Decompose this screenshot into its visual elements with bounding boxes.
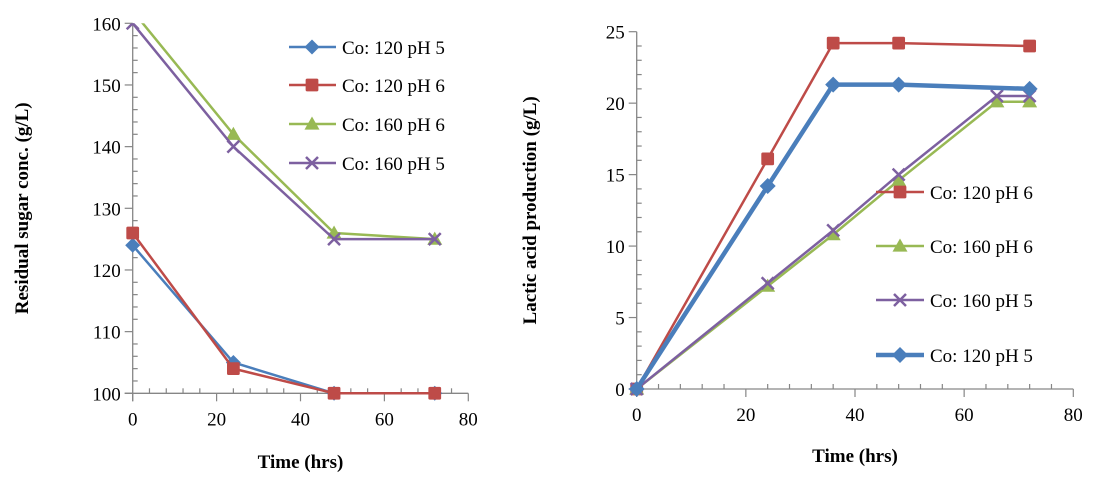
data-point <box>826 223 841 238</box>
legend-marker <box>304 39 320 55</box>
x-axis-title: Time (hrs) <box>812 446 898 467</box>
data-point <box>989 94 1005 108</box>
data-point <box>891 167 906 182</box>
data-point <box>891 172 907 186</box>
y-tick-label: 5 <box>615 309 625 330</box>
legend-item: Co: 160 pH 6 <box>876 237 1033 258</box>
series-line <box>635 94 1030 390</box>
y-tick-label: 25 <box>606 23 625 44</box>
legend-label: Co: 120 pH 5 <box>930 346 1033 367</box>
y-tick-label: 10 <box>606 237 625 258</box>
legend-item: Co: 120 pH 5 <box>876 346 1033 367</box>
data-point <box>1022 94 1038 108</box>
y-tick-label: 15 <box>606 166 625 187</box>
data-point <box>759 178 776 195</box>
legend-item: Co: 160 pH 5 <box>876 291 1033 312</box>
legend-marker <box>893 293 907 307</box>
y-tick-label: 160 <box>92 14 121 35</box>
data-point <box>1021 80 1038 97</box>
data-point <box>760 276 775 291</box>
x-tick-label: 80 <box>459 409 478 430</box>
series-co-160-ph-5 <box>125 23 442 247</box>
data-point <box>125 23 140 31</box>
y-tick-label: 130 <box>92 199 121 220</box>
data-point <box>628 381 645 397</box>
legend-label: Co: 120 pH 6 <box>342 76 445 97</box>
legend-marker <box>893 185 907 199</box>
data-point <box>892 36 906 50</box>
series-co-120-ph-6 <box>126 226 442 400</box>
y-tick-label: 0 <box>615 380 625 401</box>
data-point <box>126 226 140 240</box>
y-tick-label: 20 <box>606 94 625 115</box>
series-line <box>131 23 435 241</box>
legend: Co: 120 pH 6 Co: 160 pH 6 Co: 160 pH 5 Co: … <box>876 183 1033 367</box>
data-point <box>427 232 442 247</box>
data-point <box>227 362 240 376</box>
x-tick-label: 40 <box>846 405 865 426</box>
x-tick-label: 20 <box>207 409 226 430</box>
x-tick-label: 60 <box>375 409 394 430</box>
y-tick-label: 100 <box>92 384 121 405</box>
x-tick-label: 0 <box>128 409 138 430</box>
data-point <box>327 232 341 247</box>
legend-label: Co: 120 pH 6 <box>930 183 1033 204</box>
data-point <box>761 152 775 166</box>
legend-item: Co: 160 pH 6 <box>289 115 445 136</box>
data-point <box>225 126 241 140</box>
legend-item: Co: 120 pH 6 <box>289 76 445 97</box>
legend-label: Co: 160 pH 5 <box>342 154 445 175</box>
chart-1: 100 110 120 130 140 150 160 0 20 40 60 80 Time (hrs)… <box>12 3 478 473</box>
series-line <box>131 232 435 395</box>
series-co-120-ph-5 <box>125 237 443 401</box>
data-point <box>825 76 842 93</box>
x-tick-label: 40 <box>291 409 310 430</box>
data-point <box>327 386 341 400</box>
legend-marker <box>305 78 319 92</box>
data-point <box>428 386 442 400</box>
legend-marker <box>304 116 320 130</box>
y-tick-label: 110 <box>93 323 121 344</box>
series-line <box>141 23 435 241</box>
legend-label: Co: 160 pH 6 <box>930 237 1033 258</box>
y-tick-label: 120 <box>92 261 121 282</box>
legend-label: Co: 160 pH 6 <box>342 115 445 136</box>
plot-area <box>628 36 1038 397</box>
y-axis-title: Lactic acid production (g/L) <box>520 96 541 324</box>
series-co-120-ph-5 <box>628 76 1038 397</box>
chart-2: 0 5 10 15 20 25 0 20 40 60 80 Time (hrs) Lactic acid… <box>520 23 1083 467</box>
x-tick-label: 60 <box>955 405 974 426</box>
data-point <box>825 227 841 241</box>
legend-item: Co: 120 pH 6 <box>876 183 1033 204</box>
legend-item: Co: 120 pH 5 <box>289 38 445 59</box>
x-tick-label: 80 <box>1064 405 1083 426</box>
legend-label: Co: 160 pH 5 <box>930 291 1033 312</box>
series-line <box>635 41 1030 390</box>
data-point <box>125 3 140 16</box>
legend-marker <box>892 238 908 252</box>
x-tick-label: 20 <box>736 405 755 426</box>
legend-item: Co: 160 pH 5 <box>289 154 445 175</box>
x-axis-title: Time (hrs) <box>258 452 344 473</box>
data-point <box>826 36 840 50</box>
data-point <box>125 237 141 253</box>
x-tick-label: 0 <box>632 405 642 426</box>
legend-marker <box>305 156 319 170</box>
data-point <box>990 89 1004 103</box>
legend-marker <box>892 347 908 363</box>
y-axis-title: Residual sugar conc. (g/L) <box>12 102 33 314</box>
y-tick-label: 150 <box>92 76 121 97</box>
plot-area <box>125 3 443 401</box>
data-point <box>890 76 907 93</box>
series-line <box>131 244 435 395</box>
data-point <box>226 139 241 154</box>
legend: Co: 120 pH 5 Co: 120 pH 6 Co: 160 pH 6 Co: … <box>289 38 445 175</box>
legend-label: Co: 120 pH 5 <box>342 38 445 59</box>
data-point <box>1023 39 1037 53</box>
y-tick-label: 140 <box>92 138 121 159</box>
